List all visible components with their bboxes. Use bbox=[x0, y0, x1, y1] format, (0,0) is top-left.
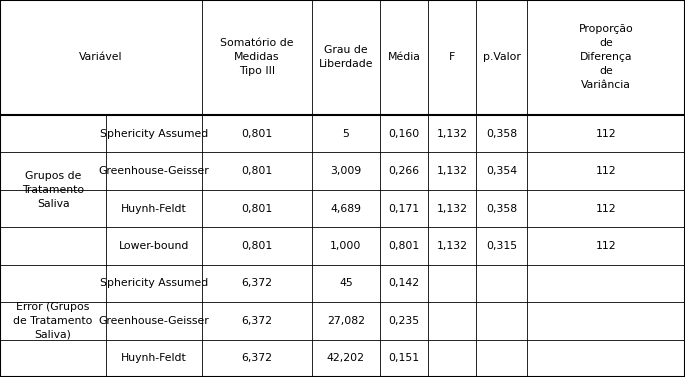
Text: Média: Média bbox=[388, 52, 421, 63]
Text: F: F bbox=[449, 52, 456, 63]
Text: Huynh-Feldt: Huynh-Feldt bbox=[121, 204, 187, 213]
Text: 6,372: 6,372 bbox=[241, 316, 273, 326]
Text: Sphericity Assumed: Sphericity Assumed bbox=[100, 279, 208, 288]
Text: p.Valor: p.Valor bbox=[483, 52, 521, 63]
Text: Somatório de
Medidas
Tipo III: Somatório de Medidas Tipo III bbox=[220, 38, 294, 77]
Text: Greenhouse-Geisser: Greenhouse-Geisser bbox=[99, 316, 210, 326]
Text: 112: 112 bbox=[596, 129, 617, 139]
Text: 6,372: 6,372 bbox=[241, 279, 273, 288]
Text: 0,171: 0,171 bbox=[388, 204, 420, 213]
Text: 0,151: 0,151 bbox=[388, 353, 420, 363]
Text: Proporção
de
Diferença
de
Variância: Proporção de Diferença de Variância bbox=[579, 25, 634, 90]
Text: 0,266: 0,266 bbox=[388, 166, 420, 176]
Text: 0,358: 0,358 bbox=[486, 129, 517, 139]
Text: 1,000: 1,000 bbox=[330, 241, 362, 251]
Text: 5: 5 bbox=[342, 129, 349, 139]
Text: Grau de
Liberdade: Grau de Liberdade bbox=[319, 46, 373, 69]
Text: 0,315: 0,315 bbox=[486, 241, 517, 251]
Text: 1,132: 1,132 bbox=[436, 166, 468, 176]
Text: 112: 112 bbox=[596, 204, 617, 213]
Text: 4,689: 4,689 bbox=[330, 204, 362, 213]
Text: 0,358: 0,358 bbox=[486, 204, 517, 213]
Text: Huynh-Feldt: Huynh-Feldt bbox=[121, 353, 187, 363]
Text: 6,372: 6,372 bbox=[241, 353, 273, 363]
Text: Error (Grupos
de Tratamento
Saliva): Error (Grupos de Tratamento Saliva) bbox=[14, 302, 92, 340]
Text: 27,082: 27,082 bbox=[327, 316, 365, 326]
Text: 0,142: 0,142 bbox=[388, 279, 420, 288]
Text: 3,009: 3,009 bbox=[330, 166, 362, 176]
Text: 112: 112 bbox=[596, 241, 617, 251]
Text: Grupos de
Tratamento
Saliva: Grupos de Tratamento Saliva bbox=[22, 171, 84, 209]
Text: Sphericity Assumed: Sphericity Assumed bbox=[100, 129, 208, 139]
Text: Greenhouse-Geisser: Greenhouse-Geisser bbox=[99, 166, 210, 176]
Text: Variável: Variável bbox=[79, 52, 123, 63]
Text: 0,801: 0,801 bbox=[241, 204, 273, 213]
Text: 0,801: 0,801 bbox=[241, 166, 273, 176]
Text: 0,354: 0,354 bbox=[486, 166, 517, 176]
Text: 112: 112 bbox=[596, 166, 617, 176]
Text: Lower-bound: Lower-bound bbox=[119, 241, 189, 251]
Text: 0,801: 0,801 bbox=[241, 129, 273, 139]
Text: 1,132: 1,132 bbox=[436, 129, 468, 139]
Text: 1,132: 1,132 bbox=[436, 204, 468, 213]
Text: 1,132: 1,132 bbox=[436, 241, 468, 251]
Text: 0,235: 0,235 bbox=[388, 316, 420, 326]
Text: 0,801: 0,801 bbox=[388, 241, 420, 251]
Text: 0,160: 0,160 bbox=[388, 129, 420, 139]
Text: 42,202: 42,202 bbox=[327, 353, 365, 363]
Text: 0,801: 0,801 bbox=[241, 241, 273, 251]
Text: 45: 45 bbox=[339, 279, 353, 288]
